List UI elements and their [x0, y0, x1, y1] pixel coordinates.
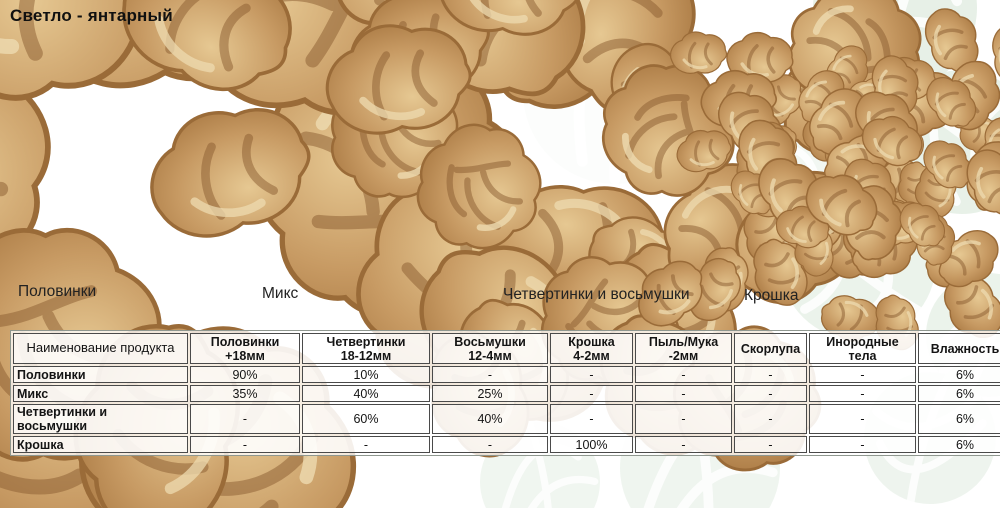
table-cell: - — [550, 385, 633, 402]
table-row-halves: Половинки 90% 10% - - - - - 6% — [13, 366, 1000, 383]
header-row: Наименование продукта Половинки +18мм Че… — [13, 333, 1000, 364]
header-crumbs: Крошка 4-2мм — [550, 333, 633, 364]
table-cell: 40% — [432, 404, 548, 434]
header-quarters: Четвертинки 18-12мм — [302, 333, 430, 364]
table-cell: - — [635, 436, 732, 453]
table-cell: 10% — [302, 366, 430, 383]
header-dust: Пыль/Мука -2мм — [635, 333, 732, 364]
header-halves: Половинки +18мм — [190, 333, 300, 364]
table-cell: - — [190, 404, 300, 434]
header-eighths: Восьмушки 12-4мм — [432, 333, 548, 364]
table-cell: 6% — [918, 404, 1000, 434]
table-cell: 6% — [918, 366, 1000, 383]
table-row-quarters-eighths: Четвертинки и восьмушки - 60% 40% - - - … — [13, 404, 1000, 434]
photo-label-mix: Микс — [262, 285, 299, 302]
header-shell: Скорлупа — [734, 333, 807, 364]
photo-label-crumbs: Крошка — [744, 287, 799, 304]
table-cell: - — [734, 404, 807, 434]
table-cell: 40% — [302, 385, 430, 402]
header-foreign: Инородные тела — [809, 333, 916, 364]
row-label: Половинки — [13, 366, 188, 383]
photo-label-quarters: Четвертинки и восьмушки — [503, 286, 690, 303]
table-cell: - — [550, 404, 633, 434]
table-cell: 6% — [918, 436, 1000, 453]
table-cell: - — [809, 436, 916, 453]
table-cell: - — [432, 366, 548, 383]
table-cell: - — [635, 366, 732, 383]
table-cell: - — [809, 404, 916, 434]
table-row-crumbs: Крошка - - - 100% - - - 6% — [13, 436, 1000, 453]
product-spec-table: Наименование продукта Половинки +18мм Че… — [10, 330, 1000, 456]
table-cell: - — [734, 385, 807, 402]
table-cell: - — [302, 436, 430, 453]
header-product-name: Наименование продукта — [13, 333, 188, 364]
table-cell: - — [550, 366, 633, 383]
table-cell: - — [635, 404, 732, 434]
row-label: Микс — [13, 385, 188, 402]
page-title: Светло - янтарный — [10, 6, 173, 25]
row-label: Крошка — [13, 436, 188, 453]
table-cell: - — [734, 366, 807, 383]
table-cell: 90% — [190, 366, 300, 383]
table-cell: 60% — [302, 404, 430, 434]
table-cell: - — [190, 436, 300, 453]
table-cell: - — [635, 385, 732, 402]
table-cell: - — [734, 436, 807, 453]
table-cell: 35% — [190, 385, 300, 402]
table-cell: - — [432, 436, 548, 453]
photo-label-halves: Половинки — [18, 283, 97, 300]
header-moisture: Влажность — [918, 333, 1000, 364]
table-cell: - — [809, 366, 916, 383]
table-cell: - — [809, 385, 916, 402]
table-cell: 100% — [550, 436, 633, 453]
table-cell: 6% — [918, 385, 1000, 402]
table-row-mix: Микс 35% 40% 25% - - - - 6% — [13, 385, 1000, 402]
row-label: Четвертинки и восьмушки — [13, 404, 188, 434]
table-cell: 25% — [432, 385, 548, 402]
